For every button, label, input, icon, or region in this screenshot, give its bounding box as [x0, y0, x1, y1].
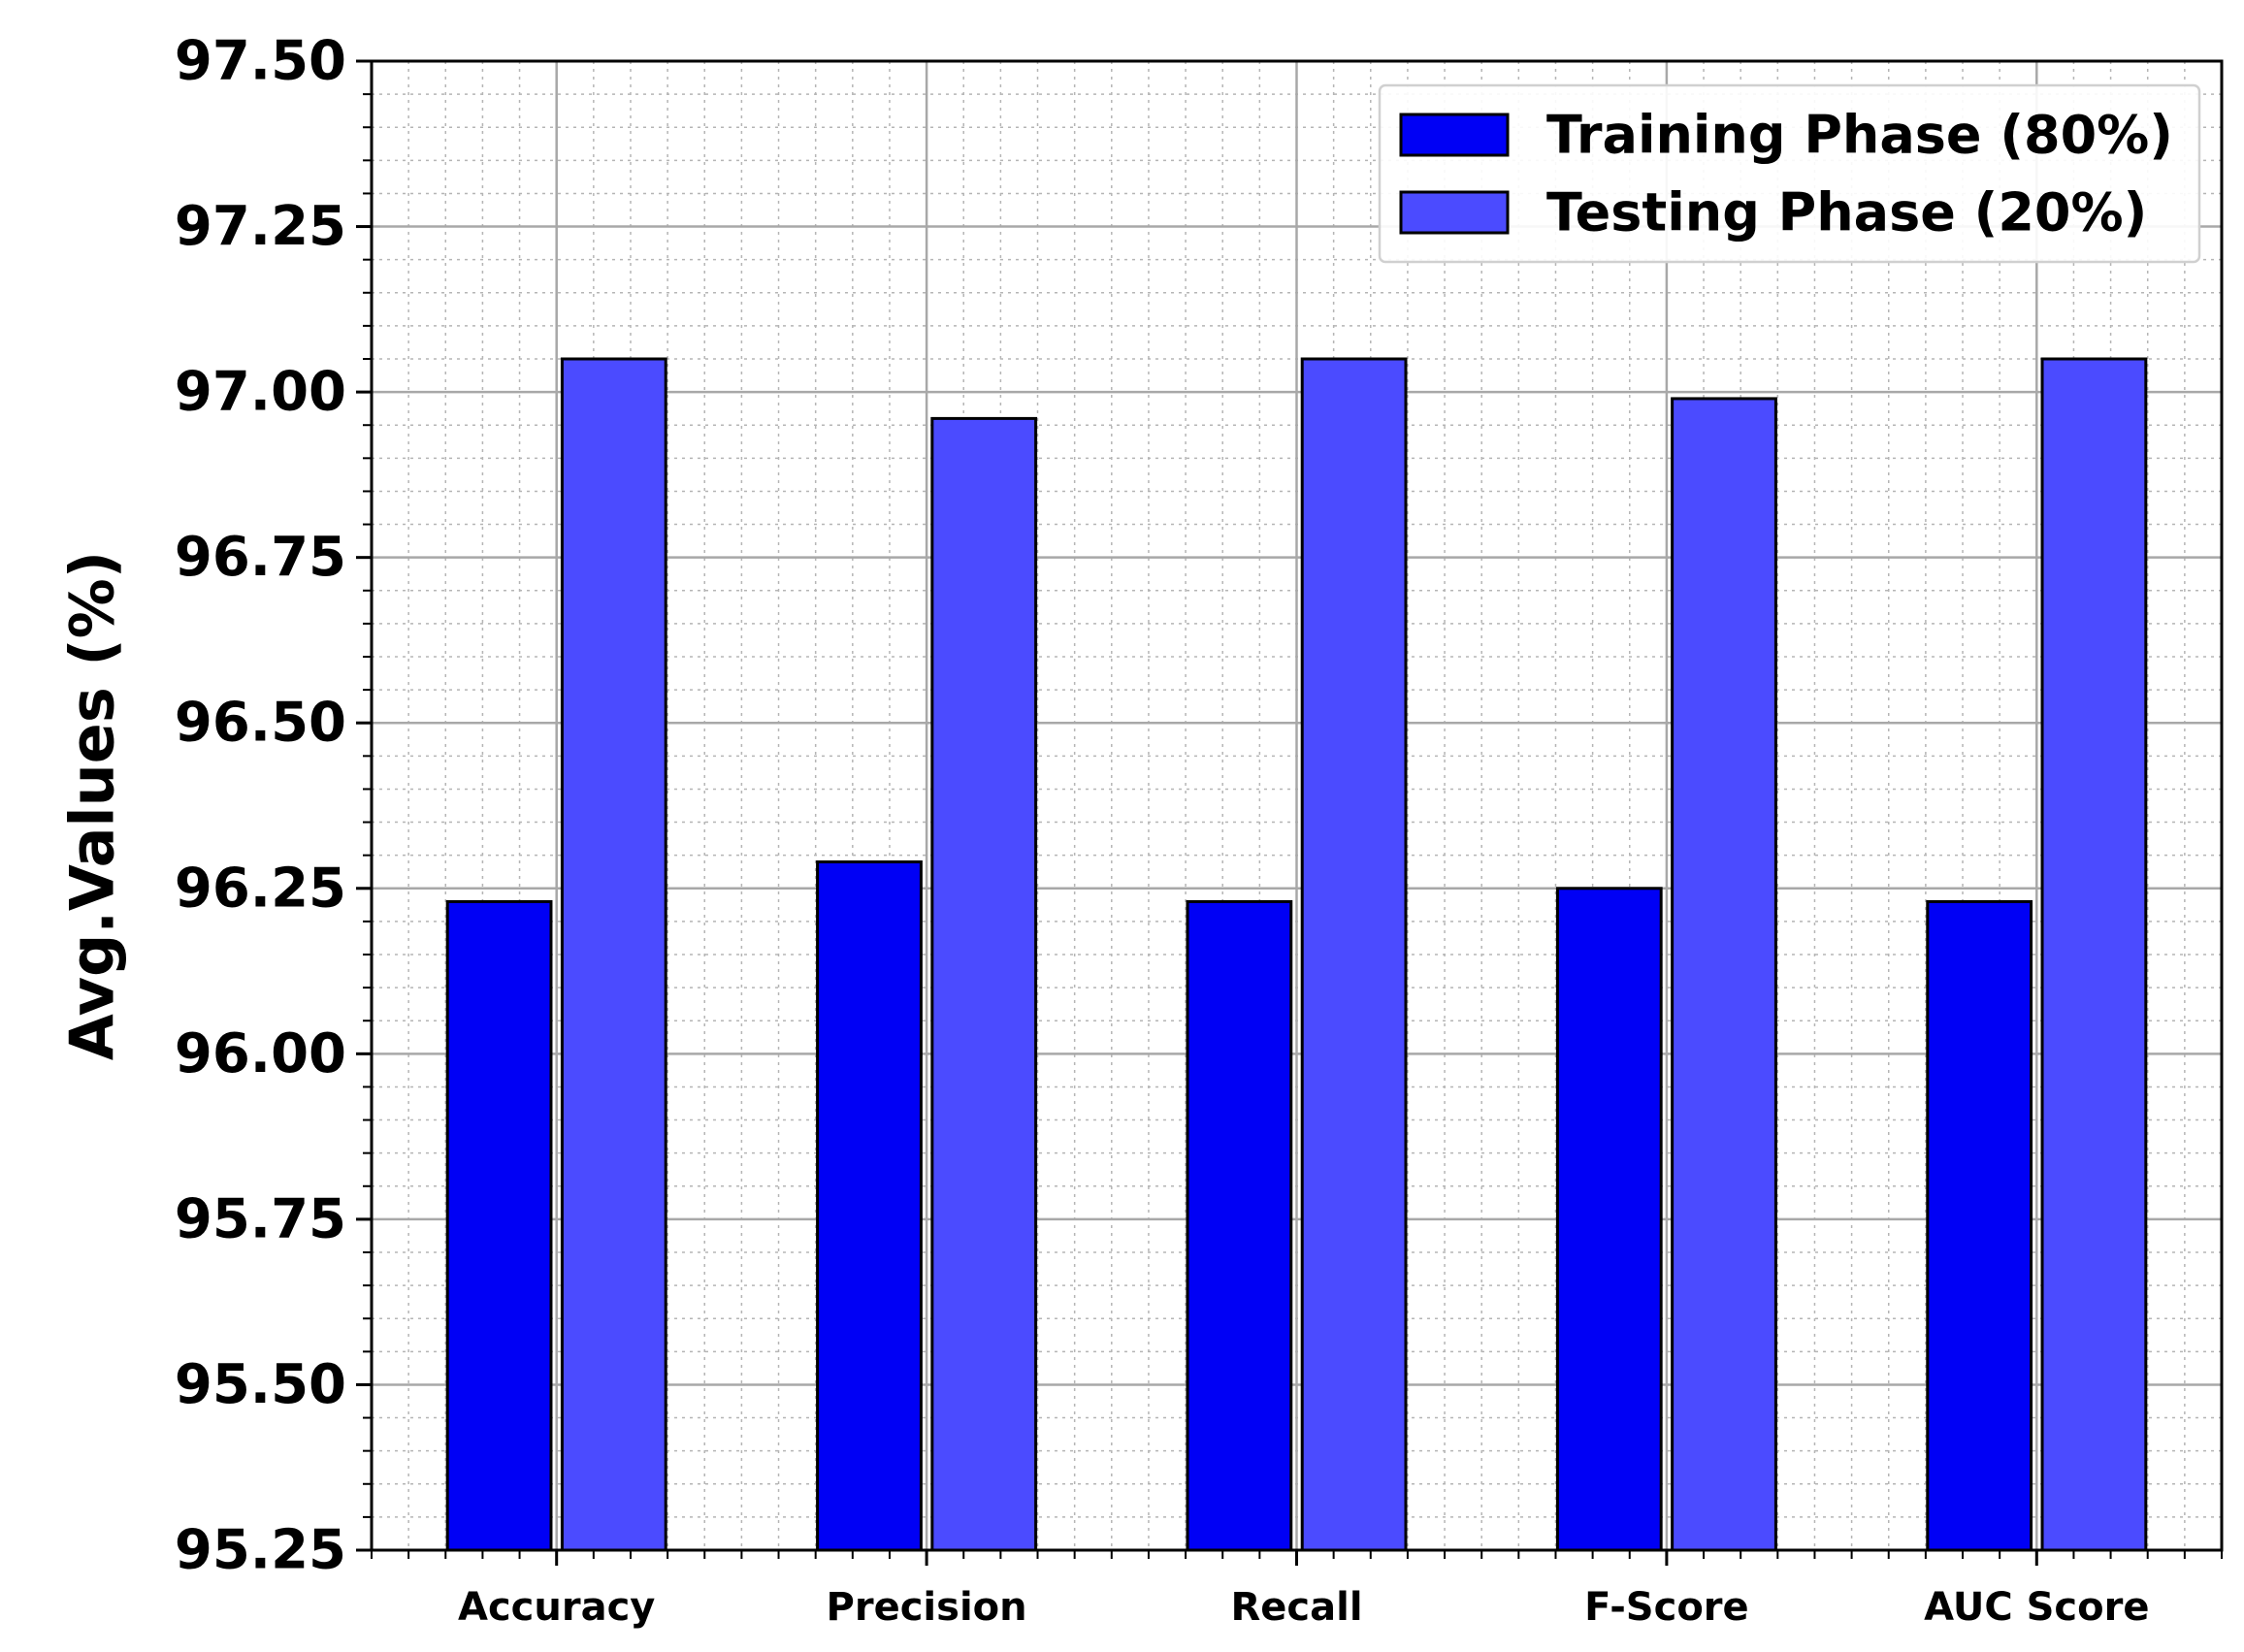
bar-testing-f-score — [1671, 397, 1777, 1552]
x-tick-label: Precision — [827, 1585, 1027, 1630]
legend-label-testing: Testing Phase (20%) — [1546, 182, 2147, 243]
y-tick-label: 96.75 — [175, 526, 346, 589]
legend-swatch-training — [1399, 113, 1510, 157]
y-tick-label: 96.25 — [175, 857, 346, 920]
bar-training-accuracy — [445, 899, 553, 1552]
axis-ticks — [356, 59, 2223, 1566]
x-tick-label: AUC Score — [1924, 1585, 2149, 1630]
bar-testing-accuracy — [560, 357, 667, 1552]
y-axis-label: Avg.Values (%) — [57, 551, 128, 1060]
legend-box — [1378, 83, 2201, 264]
bar-testing-auc-score — [2040, 357, 2148, 1552]
y-tick-label: 95.50 — [175, 1353, 346, 1416]
bar-training-auc-score — [1926, 899, 2033, 1552]
y-tick-label: 97.00 — [175, 361, 346, 424]
x-tick-label: Accuracy — [458, 1585, 655, 1630]
legend-swatch-testing — [1399, 190, 1510, 235]
bars-group — [445, 357, 2148, 1552]
y-tick-label: 95.75 — [175, 1187, 346, 1250]
legend: Training Phase (80%) Testing Phase (20%) — [1378, 83, 2201, 264]
y-tick-label: 96.00 — [175, 1022, 346, 1085]
x-axis-tick-labels: Accuracy Precision Recall F-Score AUC Score — [458, 1585, 2149, 1630]
y-tick-label: 97.50 — [175, 30, 346, 93]
y-axis-tick-labels: 95.25 95.50 95.75 96.00 96.25 96.50 96.75 97.00… — [175, 30, 346, 1582]
bar-testing-recall — [1300, 357, 1408, 1552]
y-tick-label: 95.25 — [175, 1519, 346, 1582]
x-tick-label: Recall — [1230, 1585, 1362, 1630]
x-tick-label: F-Score — [1584, 1585, 1749, 1630]
bar-training-f-score — [1555, 887, 1663, 1552]
bar-training-precision — [816, 859, 923, 1552]
y-tick-label: 97.25 — [175, 195, 346, 258]
y-tick-label: 96.50 — [175, 692, 346, 755]
bar-training-recall — [1186, 899, 1293, 1552]
legend-label-training: Training Phase (80%) — [1546, 105, 2173, 166]
bar-testing-precision — [930, 416, 1038, 1552]
